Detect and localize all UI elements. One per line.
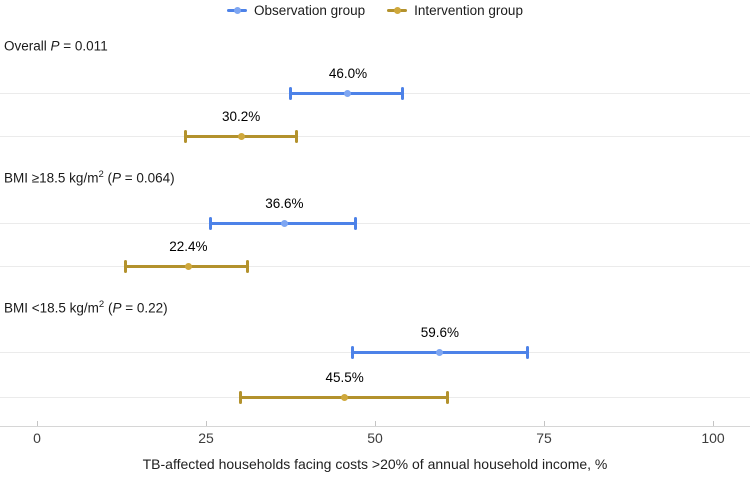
- point-estimate-dot: [344, 89, 352, 97]
- category-label-bmi-lt-18-5: BMI <18.5 kg/m2 (P = 0.22): [4, 299, 168, 316]
- tick-label: 50: [367, 430, 383, 446]
- tick-mark: [37, 421, 38, 426]
- category-label-overall: Overall P = 0.011: [4, 38, 108, 54]
- value-label: 22.4%: [169, 239, 208, 254]
- tick-label: 25: [198, 430, 214, 446]
- value-label: 30.2%: [222, 109, 261, 124]
- legend-label-observation: Observation group: [254, 3, 366, 18]
- point-estimate-dot: [280, 219, 288, 227]
- point-estimate-dot: [184, 262, 192, 270]
- observation-marker-icon: [227, 7, 248, 15]
- tick-label: 100: [701, 430, 725, 446]
- value-label: 45.5%: [325, 370, 364, 385]
- value-label: 46.0%: [328, 66, 368, 81]
- x-axis-title: TB-affected households facing costs >20%…: [142, 456, 608, 472]
- point-estimate-dot: [436, 348, 444, 356]
- point-estimate-dot: [237, 132, 245, 140]
- legend-item-intervention: Intervention group: [387, 3, 523, 18]
- legend-item-observation: Observation group: [227, 3, 365, 18]
- gridline: [0, 135, 750, 137]
- tick-label: 0: [33, 430, 41, 446]
- value-label: 36.6%: [265, 196, 304, 211]
- x-axis-line: [0, 426, 750, 427]
- tick-mark: [713, 421, 714, 426]
- point-estimate-dot: [341, 393, 349, 401]
- tick-mark: [375, 421, 376, 426]
- tick-mark: [206, 421, 207, 426]
- tick-label: 75: [536, 430, 552, 446]
- value-label: 59.6%: [420, 325, 460, 340]
- legend: Observation group Intervention group: [0, 3, 750, 18]
- gridline: [0, 222, 750, 224]
- legend-label-intervention: Intervention group: [414, 3, 523, 18]
- gridline: [0, 265, 750, 267]
- intervention-marker-icon: [387, 7, 408, 15]
- tick-mark: [544, 421, 545, 426]
- category-label-bmi-ge-18-5: BMI ≥18.5 kg/m2 (P = 0.064): [4, 169, 175, 186]
